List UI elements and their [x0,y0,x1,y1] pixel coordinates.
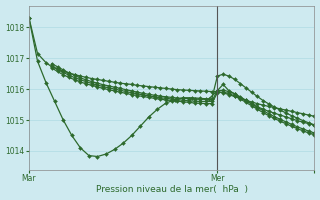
X-axis label: Pression niveau de la mer(  hPa  ): Pression niveau de la mer( hPa ) [96,185,248,194]
